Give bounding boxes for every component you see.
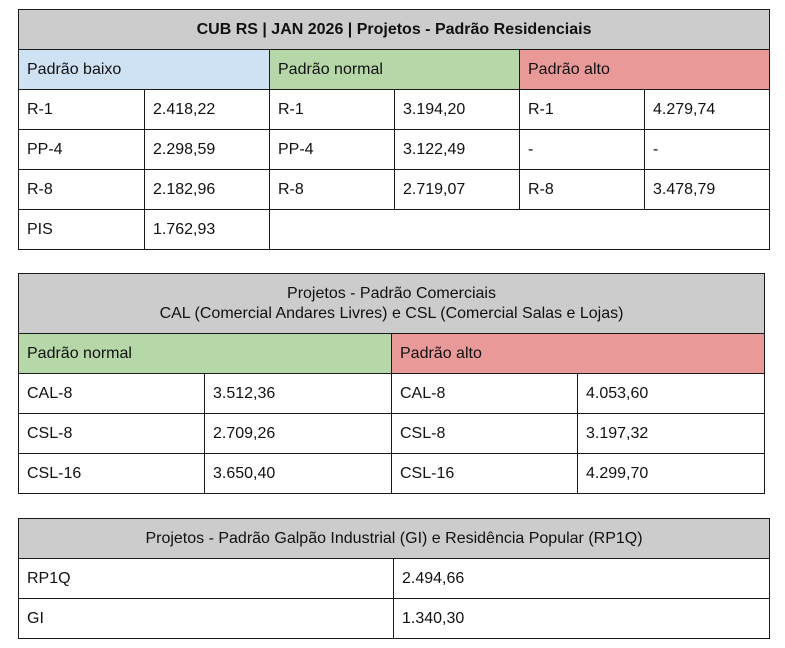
industrial-title: Projetos - Padrão Galpão Industrial (GI)… <box>18 518 770 559</box>
cell-high-value: 4.053,60 <box>577 373 765 414</box>
cell-high-code: R-1 <box>519 89 645 130</box>
cell-code: RP1Q <box>18 558 394 599</box>
residential-title-row: CUB RS | JAN 2026 | Projetos - Padrão Re… <box>17 9 771 50</box>
cell-high-value: 4.299,70 <box>577 453 765 494</box>
commercial-title: Projetos - Padrão Comerciais CAL (Comerc… <box>18 273 765 334</box>
cell-normal-value: 3.194,20 <box>394 89 520 130</box>
cell-high-value: 3.478,79 <box>643 169 771 210</box>
cell-low-value: 2.418,22 <box>144 89 270 130</box>
cell-high-value: 3.197,32 <box>577 413 765 454</box>
cell-low-code: PP-4 <box>18 129 145 170</box>
cell-normal-value: 2.709,26 <box>204 413 392 454</box>
residential-header-row: Padrão baixo Padrão normal Padrão alto <box>18 49 771 90</box>
header-padrao-alto: Padrão alto <box>518 49 771 90</box>
table-row: R-1 2.418,22 R-1 3.194,20 R-1 4.279,74 <box>18 89 771 130</box>
header-padrao-normal: Padrão normal <box>18 333 392 374</box>
commercial-header-row: Padrão normal Padrão alto <box>18 333 765 374</box>
cell-normal-code: CSL-8 <box>18 413 205 454</box>
header-padrao-normal: Padrão normal <box>269 49 520 90</box>
cell-high-code: CAL-8 <box>391 373 578 414</box>
cell-low-code: R-1 <box>18 89 145 130</box>
residential-table: CUB RS | JAN 2026 | Projetos - Padrão Re… <box>17 9 771 250</box>
table-row: CSL-16 3.650,40 CSL-16 4.299,70 <box>18 453 765 494</box>
cell-high-value: 4.279,74 <box>643 89 771 130</box>
table-row: PP-4 2.298,59 PP-4 3.122,49 - - <box>18 129 771 170</box>
industrial-table: Projetos - Padrão Galpão Industrial (GI)… <box>18 518 770 639</box>
cell-high-code: R-8 <box>519 169 645 210</box>
empty-cell <box>268 209 771 250</box>
commercial-title-line1: Projetos - Padrão Comerciais <box>287 284 496 302</box>
table-row: RP1Q 2.494,66 <box>18 558 770 599</box>
table-row: CAL-8 3.512,36 CAL-8 4.053,60 <box>18 373 765 414</box>
residential-title: CUB RS | JAN 2026 | Projetos - Padrão Re… <box>17 9 771 50</box>
cell-high-value: - <box>643 129 771 170</box>
cell-normal-value: 3.512,36 <box>204 373 392 414</box>
table-row: R-8 2.182,96 R-8 2.719,07 R-8 3.478,79 <box>18 169 771 210</box>
cell-high-code: - <box>519 129 645 170</box>
cell-value: 2.494,66 <box>393 558 770 599</box>
cell-high-code: CSL-8 <box>391 413 578 454</box>
commercial-table: Projetos - Padrão Comerciais CAL (Comerc… <box>18 273 765 494</box>
cell-normal-value: 3.650,40 <box>204 453 392 494</box>
cell-normal-value: 3.122,49 <box>394 129 520 170</box>
industrial-title-row: Projetos - Padrão Galpão Industrial (GI)… <box>18 518 770 559</box>
cell-normal-code: CSL-16 <box>18 453 205 494</box>
table-row: CSL-8 2.709,26 CSL-8 3.197,32 <box>18 413 765 454</box>
table-row: GI 1.340,30 <box>18 598 770 639</box>
cell-low-code: R-8 <box>18 169 145 210</box>
cell-code: GI <box>18 598 394 639</box>
cell-low-value: 1.762,93 <box>144 209 270 250</box>
cell-normal-code: R-8 <box>269 169 395 210</box>
cell-low-value: 2.298,59 <box>144 129 270 170</box>
cell-high-code: CSL-16 <box>391 453 578 494</box>
table-row: PIS 1.762,93 <box>18 209 771 250</box>
header-padrao-baixo: Padrão baixo <box>18 49 270 90</box>
cell-normal-value: 2.719,07 <box>394 169 520 210</box>
cell-normal-code: PP-4 <box>269 129 395 170</box>
header-padrao-alto: Padrão alto <box>391 333 765 374</box>
cell-low-value: 2.182,96 <box>144 169 270 210</box>
cell-normal-code: R-1 <box>269 89 395 130</box>
commercial-title-line2: CAL (Comercial Andares Livres) e CSL (Co… <box>159 304 624 322</box>
cell-value: 1.340,30 <box>393 598 770 639</box>
cell-low-code: PIS <box>18 209 145 250</box>
commercial-title-row: Projetos - Padrão Comerciais CAL (Comerc… <box>18 273 765 334</box>
cell-normal-code: CAL-8 <box>18 373 205 414</box>
